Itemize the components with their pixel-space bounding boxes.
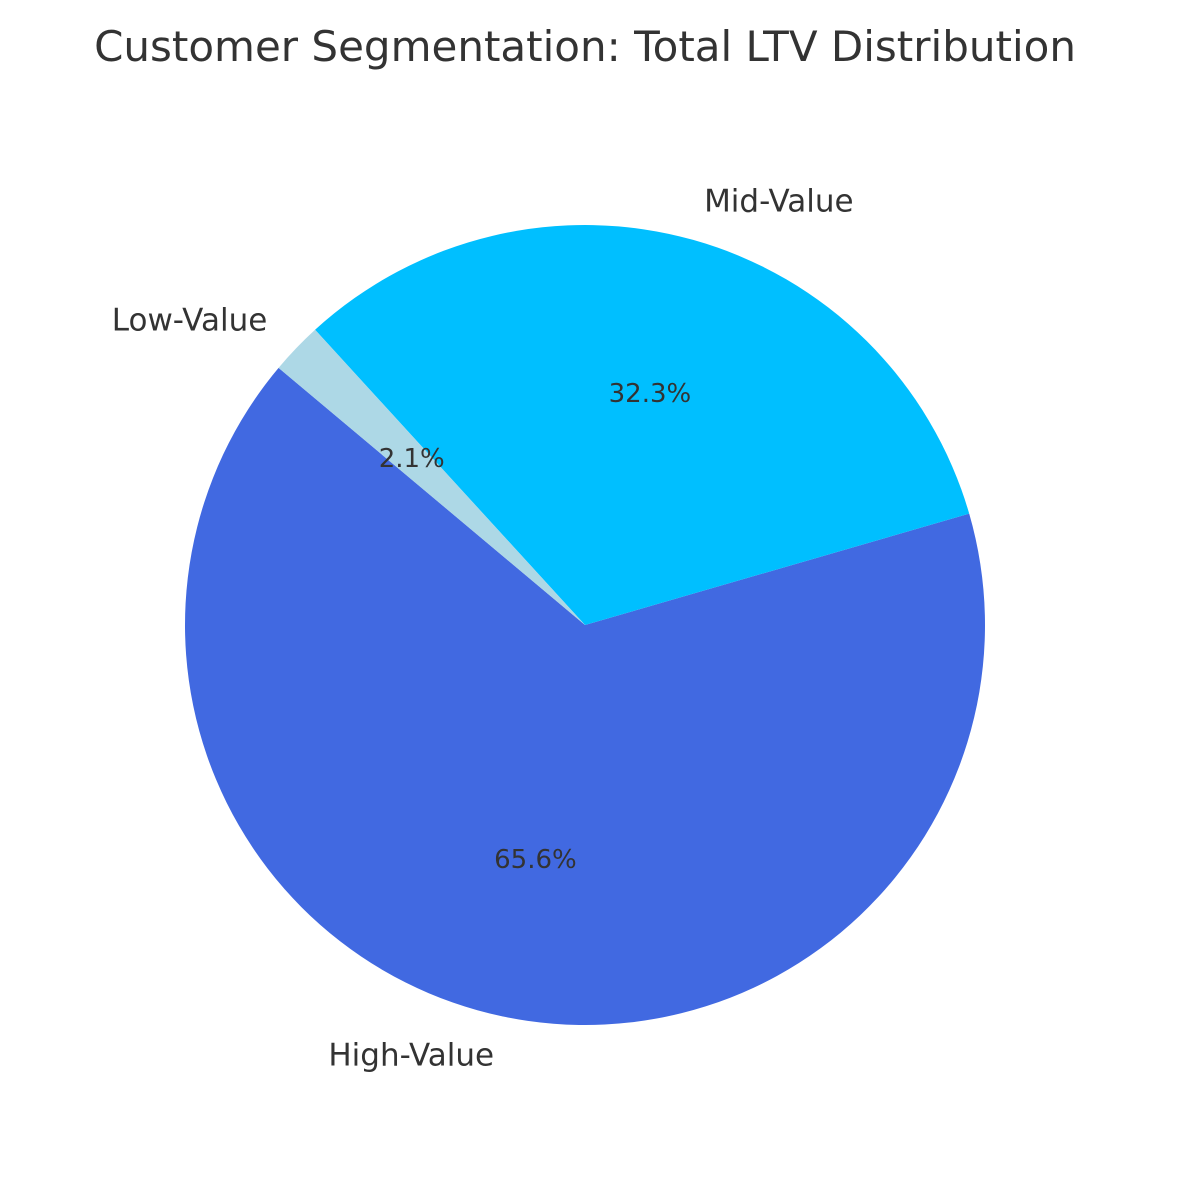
slice-label-high-value: High-Value [328,1038,494,1074]
pct-label-high-value: 65.6% [494,845,577,875]
chart-title: Customer Segmentation: Total LTV Distrib… [94,22,1076,71]
slice-label-low-value: Low-Value [112,303,268,339]
pie-slice-low-value [278,329,585,625]
pie-slice-high-value [184,367,986,1025]
pie-slice-mid-value [315,225,970,625]
pct-label-low-value: 2.1% [379,444,445,474]
slice-label-mid-value: Mid-Value [704,183,854,219]
pct-label-mid-value: 32.3% [609,379,692,409]
